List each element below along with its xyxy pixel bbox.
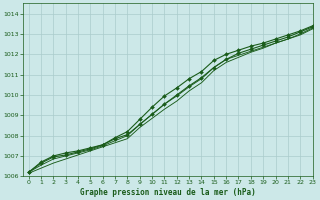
X-axis label: Graphe pression niveau de la mer (hPa): Graphe pression niveau de la mer (hPa) (80, 188, 255, 197)
